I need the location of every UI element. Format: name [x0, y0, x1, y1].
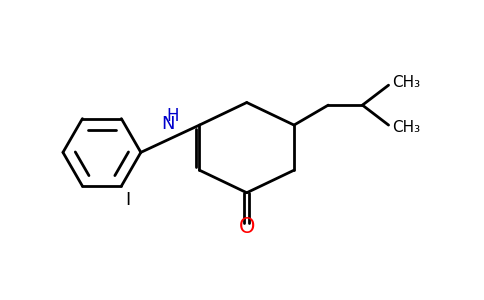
- Text: I: I: [125, 191, 130, 209]
- Text: H: H: [166, 107, 179, 125]
- Text: CH₃: CH₃: [393, 120, 421, 135]
- Text: N: N: [161, 115, 175, 133]
- Text: CH₃: CH₃: [393, 75, 421, 90]
- Text: O: O: [239, 217, 255, 237]
